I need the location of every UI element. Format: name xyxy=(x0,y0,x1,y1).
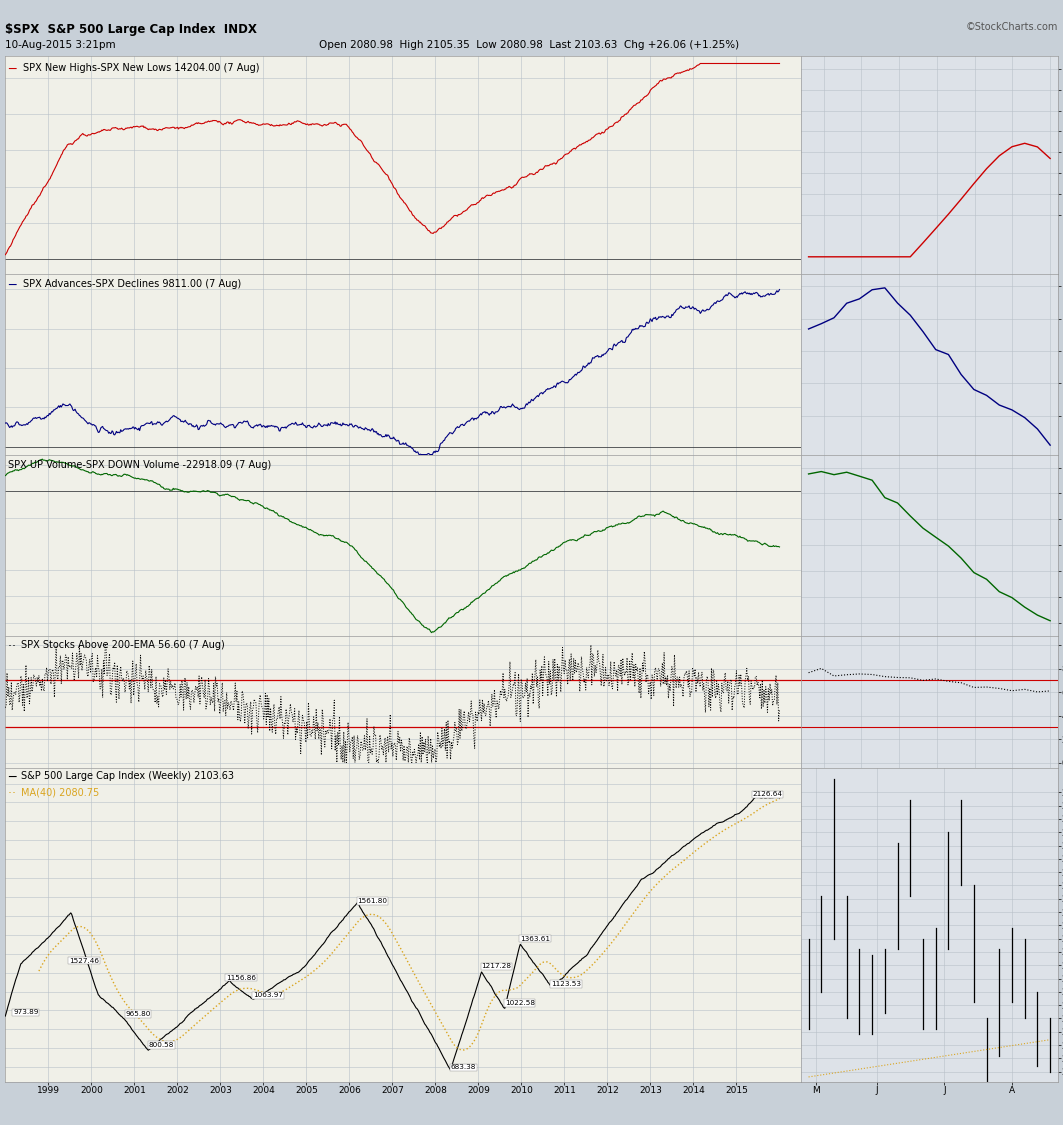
Text: S&P 500 Large Cap Index (Weekly) 2103.63: S&P 500 Large Cap Index (Weekly) 2103.63 xyxy=(21,771,234,781)
Text: ─: ─ xyxy=(7,279,19,292)
Text: $SPX  S&P 500 Large Cap Index  INDX: $SPX S&P 500 Large Cap Index INDX xyxy=(5,22,257,36)
Text: 973.89: 973.89 xyxy=(13,1009,38,1016)
Text: ··: ·· xyxy=(7,788,20,800)
Text: 683.38: 683.38 xyxy=(451,1064,476,1070)
Text: SPX New Highs-SPX New Lows 14204.00 (7 Aug): SPX New Highs-SPX New Lows 14204.00 (7 A… xyxy=(22,63,259,73)
Text: 1561.80: 1561.80 xyxy=(357,898,388,904)
Text: 1063.97: 1063.97 xyxy=(253,992,283,998)
Text: 800.58: 800.58 xyxy=(149,1042,174,1048)
Text: 10-Aug-2015 3:21pm: 10-Aug-2015 3:21pm xyxy=(5,40,116,51)
Text: Open 2080.98  High 2105.35  Low 2080.98  Last 2103.63  Chg +26.06 (+1.25%): Open 2080.98 High 2105.35 Low 2080.98 La… xyxy=(319,40,739,51)
Text: 1217.28: 1217.28 xyxy=(482,963,511,970)
Text: SPX UP Volume-SPX DOWN Volume -22918.09 (7 Aug): SPX UP Volume-SPX DOWN Volume -22918.09 … xyxy=(7,460,271,470)
Text: SPX Stocks Above 200-EMA 56.60 (7 Aug): SPX Stocks Above 200-EMA 56.60 (7 Aug) xyxy=(21,640,225,649)
Text: 1363.61: 1363.61 xyxy=(520,936,551,942)
Text: 1022.58: 1022.58 xyxy=(505,1000,535,1006)
Text: 965.80: 965.80 xyxy=(125,1011,151,1017)
Text: 1123.53: 1123.53 xyxy=(551,981,581,987)
Text: ─: ─ xyxy=(7,771,19,784)
Text: ─: ─ xyxy=(7,63,19,75)
Text: ©StockCharts.com: ©StockCharts.com xyxy=(965,22,1058,33)
Text: MA(40) 2080.75: MA(40) 2080.75 xyxy=(21,788,100,798)
Text: ··: ·· xyxy=(7,640,20,652)
Text: 1156.86: 1156.86 xyxy=(226,974,256,981)
Text: 2126.64: 2126.64 xyxy=(753,791,782,798)
Text: 1527.46: 1527.46 xyxy=(69,957,99,964)
Text: SPX Advances-SPX Declines 9811.00 (7 Aug): SPX Advances-SPX Declines 9811.00 (7 Aug… xyxy=(22,279,241,289)
